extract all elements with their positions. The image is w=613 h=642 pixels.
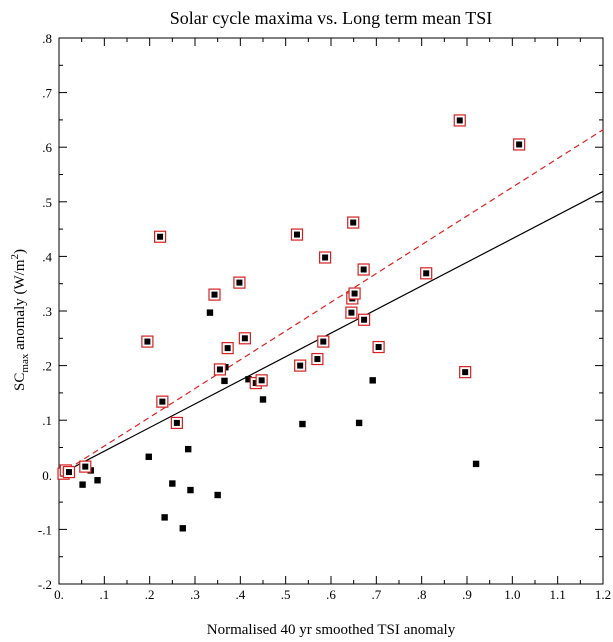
x-tick-label: .1 xyxy=(99,587,109,602)
y-axis-label: SCmax anomaly (W/m2) xyxy=(9,249,31,391)
x-tick-label: .9 xyxy=(462,587,472,602)
fit-lines xyxy=(59,129,603,476)
x-tick-label: 0. xyxy=(54,587,64,602)
data-point xyxy=(94,477,101,484)
plot-frame xyxy=(58,37,604,585)
x-tick-label: .2 xyxy=(145,587,155,602)
data-point xyxy=(187,486,194,494)
data-point xyxy=(145,453,152,460)
data-point-highlighted xyxy=(375,344,382,351)
data-point-highlighted xyxy=(423,270,430,277)
x-tick-label: 1.1 xyxy=(550,587,566,602)
x-tick-label: .3 xyxy=(190,587,200,602)
data-point-highlighted xyxy=(297,362,304,369)
x-tick-label: .4 xyxy=(235,587,245,602)
y-tick-label: .6 xyxy=(42,140,52,155)
data-point xyxy=(79,481,86,488)
x-axis: 0. .1 .2 .3 .4 .5 .6 .7 .8 .9 1.0 1.1 1.2 xyxy=(54,38,611,602)
y-axis-label-sup: 2 xyxy=(9,254,21,260)
data-point-highlighted xyxy=(236,279,243,286)
data-point-highlighted xyxy=(294,231,300,238)
y-axis-label-end: ) xyxy=(12,249,28,254)
data-point xyxy=(214,491,221,499)
data-point-highlighted xyxy=(258,377,265,384)
y-tick-label: .8 xyxy=(42,31,52,46)
x-tick-label: .5 xyxy=(281,587,291,602)
y-axis-label-sub: max xyxy=(19,353,31,372)
data-point xyxy=(179,525,186,532)
data-point-highlighted xyxy=(516,141,523,148)
data-point xyxy=(221,377,228,385)
data-point-highlighted xyxy=(173,419,180,426)
data-point-highlighted xyxy=(350,219,357,226)
data-point-highlighted xyxy=(157,233,164,240)
data-point xyxy=(299,420,306,428)
y-tick-label: .2 xyxy=(42,359,52,374)
x-axis-label: Normalised 40 yr smoothed TSI anomaly xyxy=(207,622,456,638)
data-point-highlighted xyxy=(224,345,231,352)
y-axis-label-rest: anomaly (W/m xyxy=(12,259,28,353)
y-tick-label: -.2 xyxy=(38,577,52,592)
data-point-highlighted xyxy=(456,117,463,124)
data-point-highlighted xyxy=(144,338,151,345)
y-tick-label: .3 xyxy=(42,304,52,319)
data-point-highlighted xyxy=(462,369,469,376)
y-tick-label: -.1 xyxy=(38,522,52,537)
data-point-highlighted xyxy=(322,254,329,261)
data-point-highlighted xyxy=(314,356,321,363)
data-point xyxy=(369,377,376,384)
data-point xyxy=(206,309,214,316)
solid-fit-line xyxy=(59,190,603,476)
dashed-fit-line xyxy=(59,129,603,476)
x-tick-label: .6 xyxy=(326,587,336,602)
y-tick-label: .1 xyxy=(42,413,52,428)
x-tick-label: 1.0 xyxy=(504,587,520,602)
y-axis-label-main: SC xyxy=(12,373,28,391)
data-point xyxy=(169,480,176,487)
data-point xyxy=(355,419,363,427)
data-point-highlighted xyxy=(361,316,368,323)
data-point xyxy=(472,460,480,468)
data-point-highlighted xyxy=(82,463,89,470)
plot-border xyxy=(58,37,604,585)
data-point-highlighted xyxy=(211,291,218,298)
y-tick-label: 0. xyxy=(42,468,52,483)
data-point-highlighted xyxy=(320,338,327,345)
data-point-highlighted xyxy=(65,469,72,476)
data-point xyxy=(185,445,192,453)
data-points xyxy=(57,114,526,532)
data-point-highlighted xyxy=(159,398,166,405)
data-point-highlighted xyxy=(360,266,367,273)
x-tick-label: .7 xyxy=(371,587,381,602)
data-point xyxy=(259,396,267,403)
data-point xyxy=(161,514,168,521)
data-point-highlighted xyxy=(216,366,223,373)
x-tick-label: .8 xyxy=(417,587,427,602)
data-point-highlighted xyxy=(348,309,355,316)
y-tick-label: .7 xyxy=(42,86,52,101)
data-point-highlighted xyxy=(241,335,248,342)
data-point-highlighted xyxy=(351,290,358,297)
y-tick-label: .4 xyxy=(42,249,52,264)
data-point xyxy=(245,376,252,383)
y-axis: -.2 -.1 0. .1 .2 .3 .4 .5 .6 .7 .8 xyxy=(38,31,603,592)
chart-title: Solar cycle maxima vs. Long term mean TS… xyxy=(170,8,493,28)
y-tick-label: .5 xyxy=(42,195,52,210)
x-tick-label: 1.2 xyxy=(595,587,611,602)
